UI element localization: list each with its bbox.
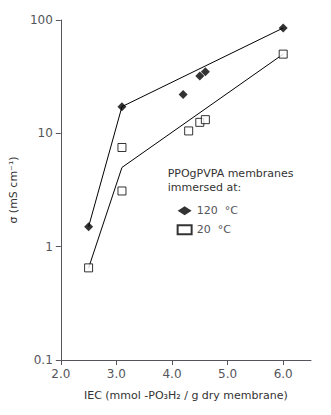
svg-text:1: 1	[45, 240, 53, 254]
svg-text:6.0: 6.0	[274, 367, 293, 381]
svg-text:5.0: 5.0	[218, 367, 237, 381]
svg-text:σ (mS cm⁻¹): σ (mS cm⁻¹)	[7, 156, 20, 223]
svg-text:PPOgPVPA membranes: PPOgPVPA membranes	[168, 167, 294, 180]
svg-text:3.0: 3.0	[107, 367, 126, 381]
svg-text:120 °C: 120 °C	[197, 204, 238, 217]
svg-text:IEC (mmol -PO₃H₂ / g dry membr: IEC (mmol -PO₃H₂ / g dry membrane)	[84, 389, 288, 402]
svg-text:4.0: 4.0	[162, 367, 181, 381]
svg-text:2.0: 2.0	[51, 367, 70, 381]
svg-text:20 °C: 20 °C	[197, 223, 231, 236]
svg-text:10: 10	[38, 126, 53, 140]
svg-text:0.1: 0.1	[34, 353, 53, 367]
svg-text:immersed at:: immersed at:	[168, 181, 242, 194]
svg-text:100: 100	[30, 13, 53, 27]
